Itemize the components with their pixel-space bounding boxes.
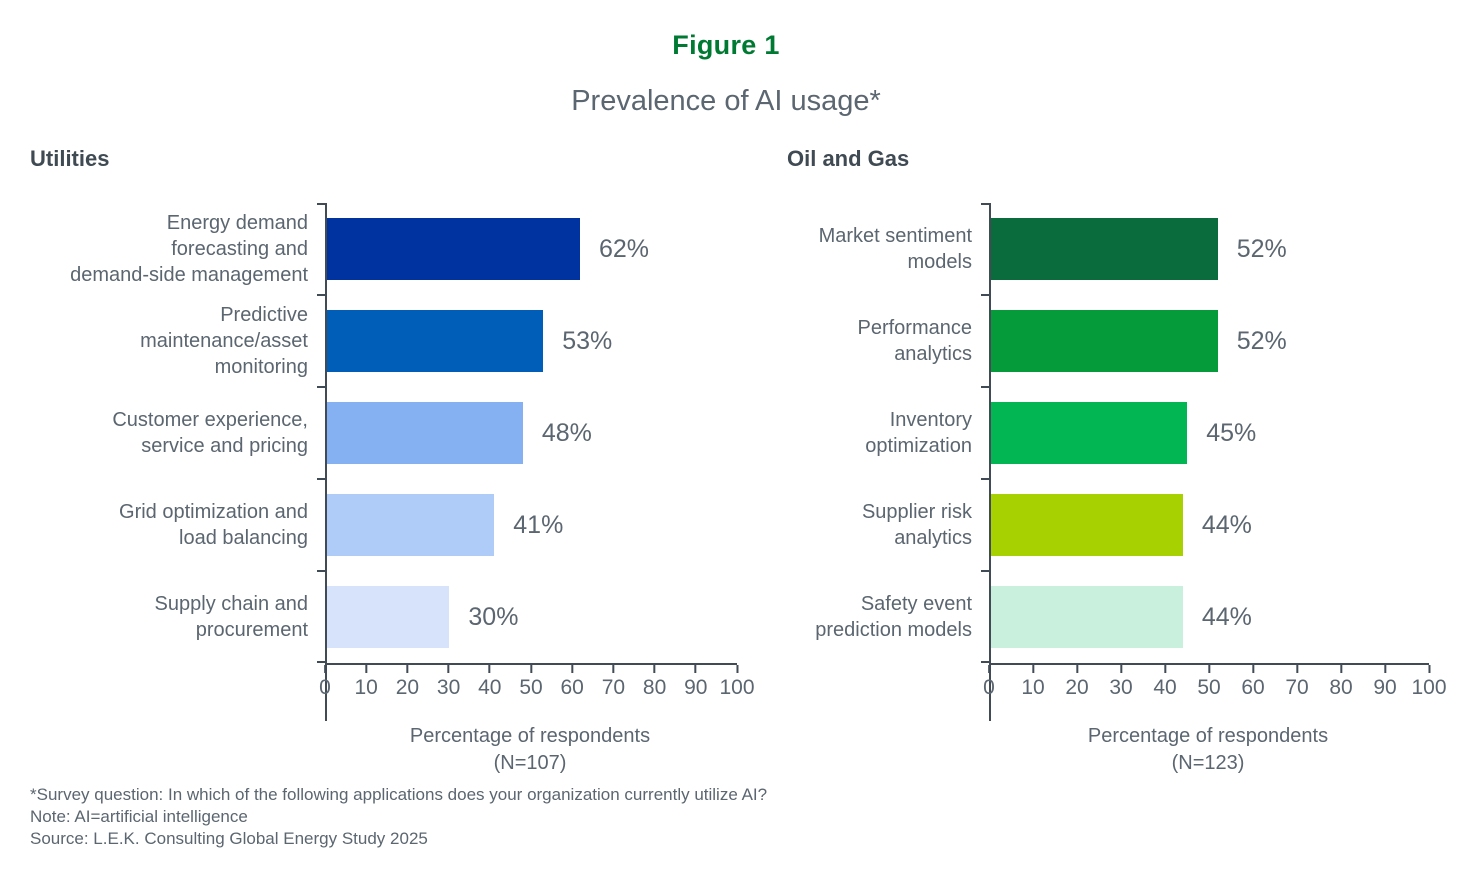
figure-subtitle: Prevalence of AI usage* [571, 85, 881, 117]
bar [327, 218, 580, 280]
bar-value-label: 48% [541, 418, 592, 447]
x-axis-tick: 0 [319, 665, 331, 700]
bar-value-label: 41% [513, 510, 564, 539]
category-label: Energy demand forecasting and demand-sid… [70, 212, 308, 286]
y-axis-tick [317, 570, 325, 572]
x-axis-tick: 80 [1329, 665, 1353, 700]
y-axis-tick [981, 203, 989, 205]
bar-row: 62% [327, 203, 735, 295]
x-axis-tick: 30 [1109, 665, 1133, 700]
bar-row: 30% [327, 571, 735, 663]
category-label: Market sentiment models [818, 225, 972, 273]
y-axis-tick [317, 386, 325, 388]
x-axis-tick: 30 [437, 665, 460, 700]
x-axis-tick: 10 [1021, 665, 1045, 700]
bar-chart-utilities: Energy demand forecasting and demand-sid… [30, 203, 755, 721]
category-label: Inventory optimization [865, 409, 972, 457]
bar-value-label: 44% [1201, 602, 1252, 631]
category-axis: Energy demand forecasting and demand-sid… [30, 203, 325, 721]
y-axis-tick [317, 294, 325, 296]
bar-value-label: 53% [562, 326, 613, 355]
bar [327, 402, 523, 464]
category-label: Supply chain and procurement [154, 593, 308, 641]
bar [991, 402, 1188, 464]
y-axis-tick [317, 203, 325, 205]
x-axis-tick: 40 [478, 665, 501, 700]
x-axis-tick: 90 [684, 665, 707, 700]
bar-value-label: 44% [1201, 510, 1252, 539]
x-axis: 0 10 20 30 40 50 60 70 80 90 100 [983, 663, 1447, 721]
y-axis-tick [981, 478, 989, 480]
x-axis-tick: 40 [1153, 665, 1177, 700]
x-axis-tick: 0 [983, 665, 995, 700]
figure-title: Figure 1 [672, 30, 780, 60]
bar-row: 48% [327, 387, 735, 479]
chart-panel-utilities: Utilities Energy demand forecasting and … [30, 146, 755, 777]
bar-value-label: 30% [468, 602, 519, 631]
category-label: Grid optimization and load balancing [119, 501, 308, 549]
x-axis: 0 10 20 30 40 50 60 70 80 90 100 [319, 663, 755, 721]
sample-size-label: (N=107) [493, 752, 567, 774]
bar-row: 52% [991, 295, 1427, 387]
chart-title-utilities: Utilities [30, 146, 110, 171]
x-axis-tick: 100 [719, 665, 755, 700]
y-axis-tick [981, 661, 989, 663]
bar [327, 586, 450, 648]
bar-value-label: 52% [1236, 326, 1287, 355]
footnotes: *Survey question: In which of the follow… [30, 784, 767, 850]
y-axis-tick [981, 570, 989, 572]
x-axis-tick: 60 [561, 665, 584, 700]
x-axis-tick: 50 [519, 665, 543, 700]
x-axis-tick: 20 [1065, 665, 1089, 700]
category-label: Customer experience, service and pricing [112, 409, 308, 457]
y-axis-tick [317, 661, 325, 663]
x-axis-tick: 10 [355, 665, 378, 700]
x-axis-tick: 70 [1285, 665, 1309, 700]
footnote-survey-question: *Survey question: In which of the follow… [30, 785, 768, 804]
bar-value-label: 45% [1206, 418, 1257, 447]
category-axis: Market sentiment models Performance anal… [787, 203, 989, 721]
x-axis-tick: 100 [1411, 665, 1447, 700]
y-axis-tick [981, 294, 989, 296]
category-label: Safety event prediction models [815, 593, 972, 641]
chart-title-oil-and-gas: Oil and Gas [787, 146, 910, 171]
x-axis-tick: 20 [396, 665, 419, 700]
bar [991, 218, 1218, 280]
bar-row: 44% [991, 479, 1427, 571]
footnote-source: Source: L.E.K. Consulting Global Energy … [30, 829, 428, 848]
bar [991, 494, 1183, 556]
footnote-note: Note: AI=artificial intelligence [30, 807, 248, 826]
x-axis-tick: 80 [643, 665, 666, 700]
x-axis-tick: 60 [1241, 665, 1265, 700]
bar [991, 586, 1183, 648]
y-axis-tick [981, 386, 989, 388]
sample-size-label: (N=123) [1171, 752, 1245, 774]
category-label: Predictive maintenance/asset monitoring [140, 304, 308, 378]
category-label: Supplier risk analytics [861, 501, 972, 549]
x-axis-label: Percentage of respondents (N=107) [325, 723, 735, 777]
bar-row: 52% [991, 203, 1427, 295]
bar-row: 44% [991, 571, 1427, 663]
bar-chart-oil-and-gas: Market sentiment models Performance anal… [787, 203, 1447, 721]
x-axis-label: Percentage of respondents (N=123) [989, 723, 1427, 777]
bar-row: 53% [327, 295, 735, 387]
x-axis-tick: 90 [1373, 665, 1397, 700]
plot-area: 52% 52% 45% 44% 44% [981, 203, 1447, 721]
chart-panel-oil-and-gas: Oil and Gas Market sentiment models Perf… [787, 146, 1447, 777]
bar [327, 494, 495, 556]
bar-value-label: 52% [1236, 234, 1287, 263]
x-axis-tick: 70 [602, 665, 625, 700]
bar-row: 41% [327, 479, 735, 571]
bar [327, 310, 544, 372]
bar-row: 45% [991, 387, 1427, 479]
category-label: Performance analytics [857, 317, 973, 365]
bar [991, 310, 1218, 372]
bar-value-label: 62% [598, 234, 649, 263]
y-axis-tick [317, 478, 325, 480]
x-axis-tick: 50 [1197, 665, 1221, 700]
plot-area: 62% 53% 48% 41% 30% [317, 203, 755, 721]
